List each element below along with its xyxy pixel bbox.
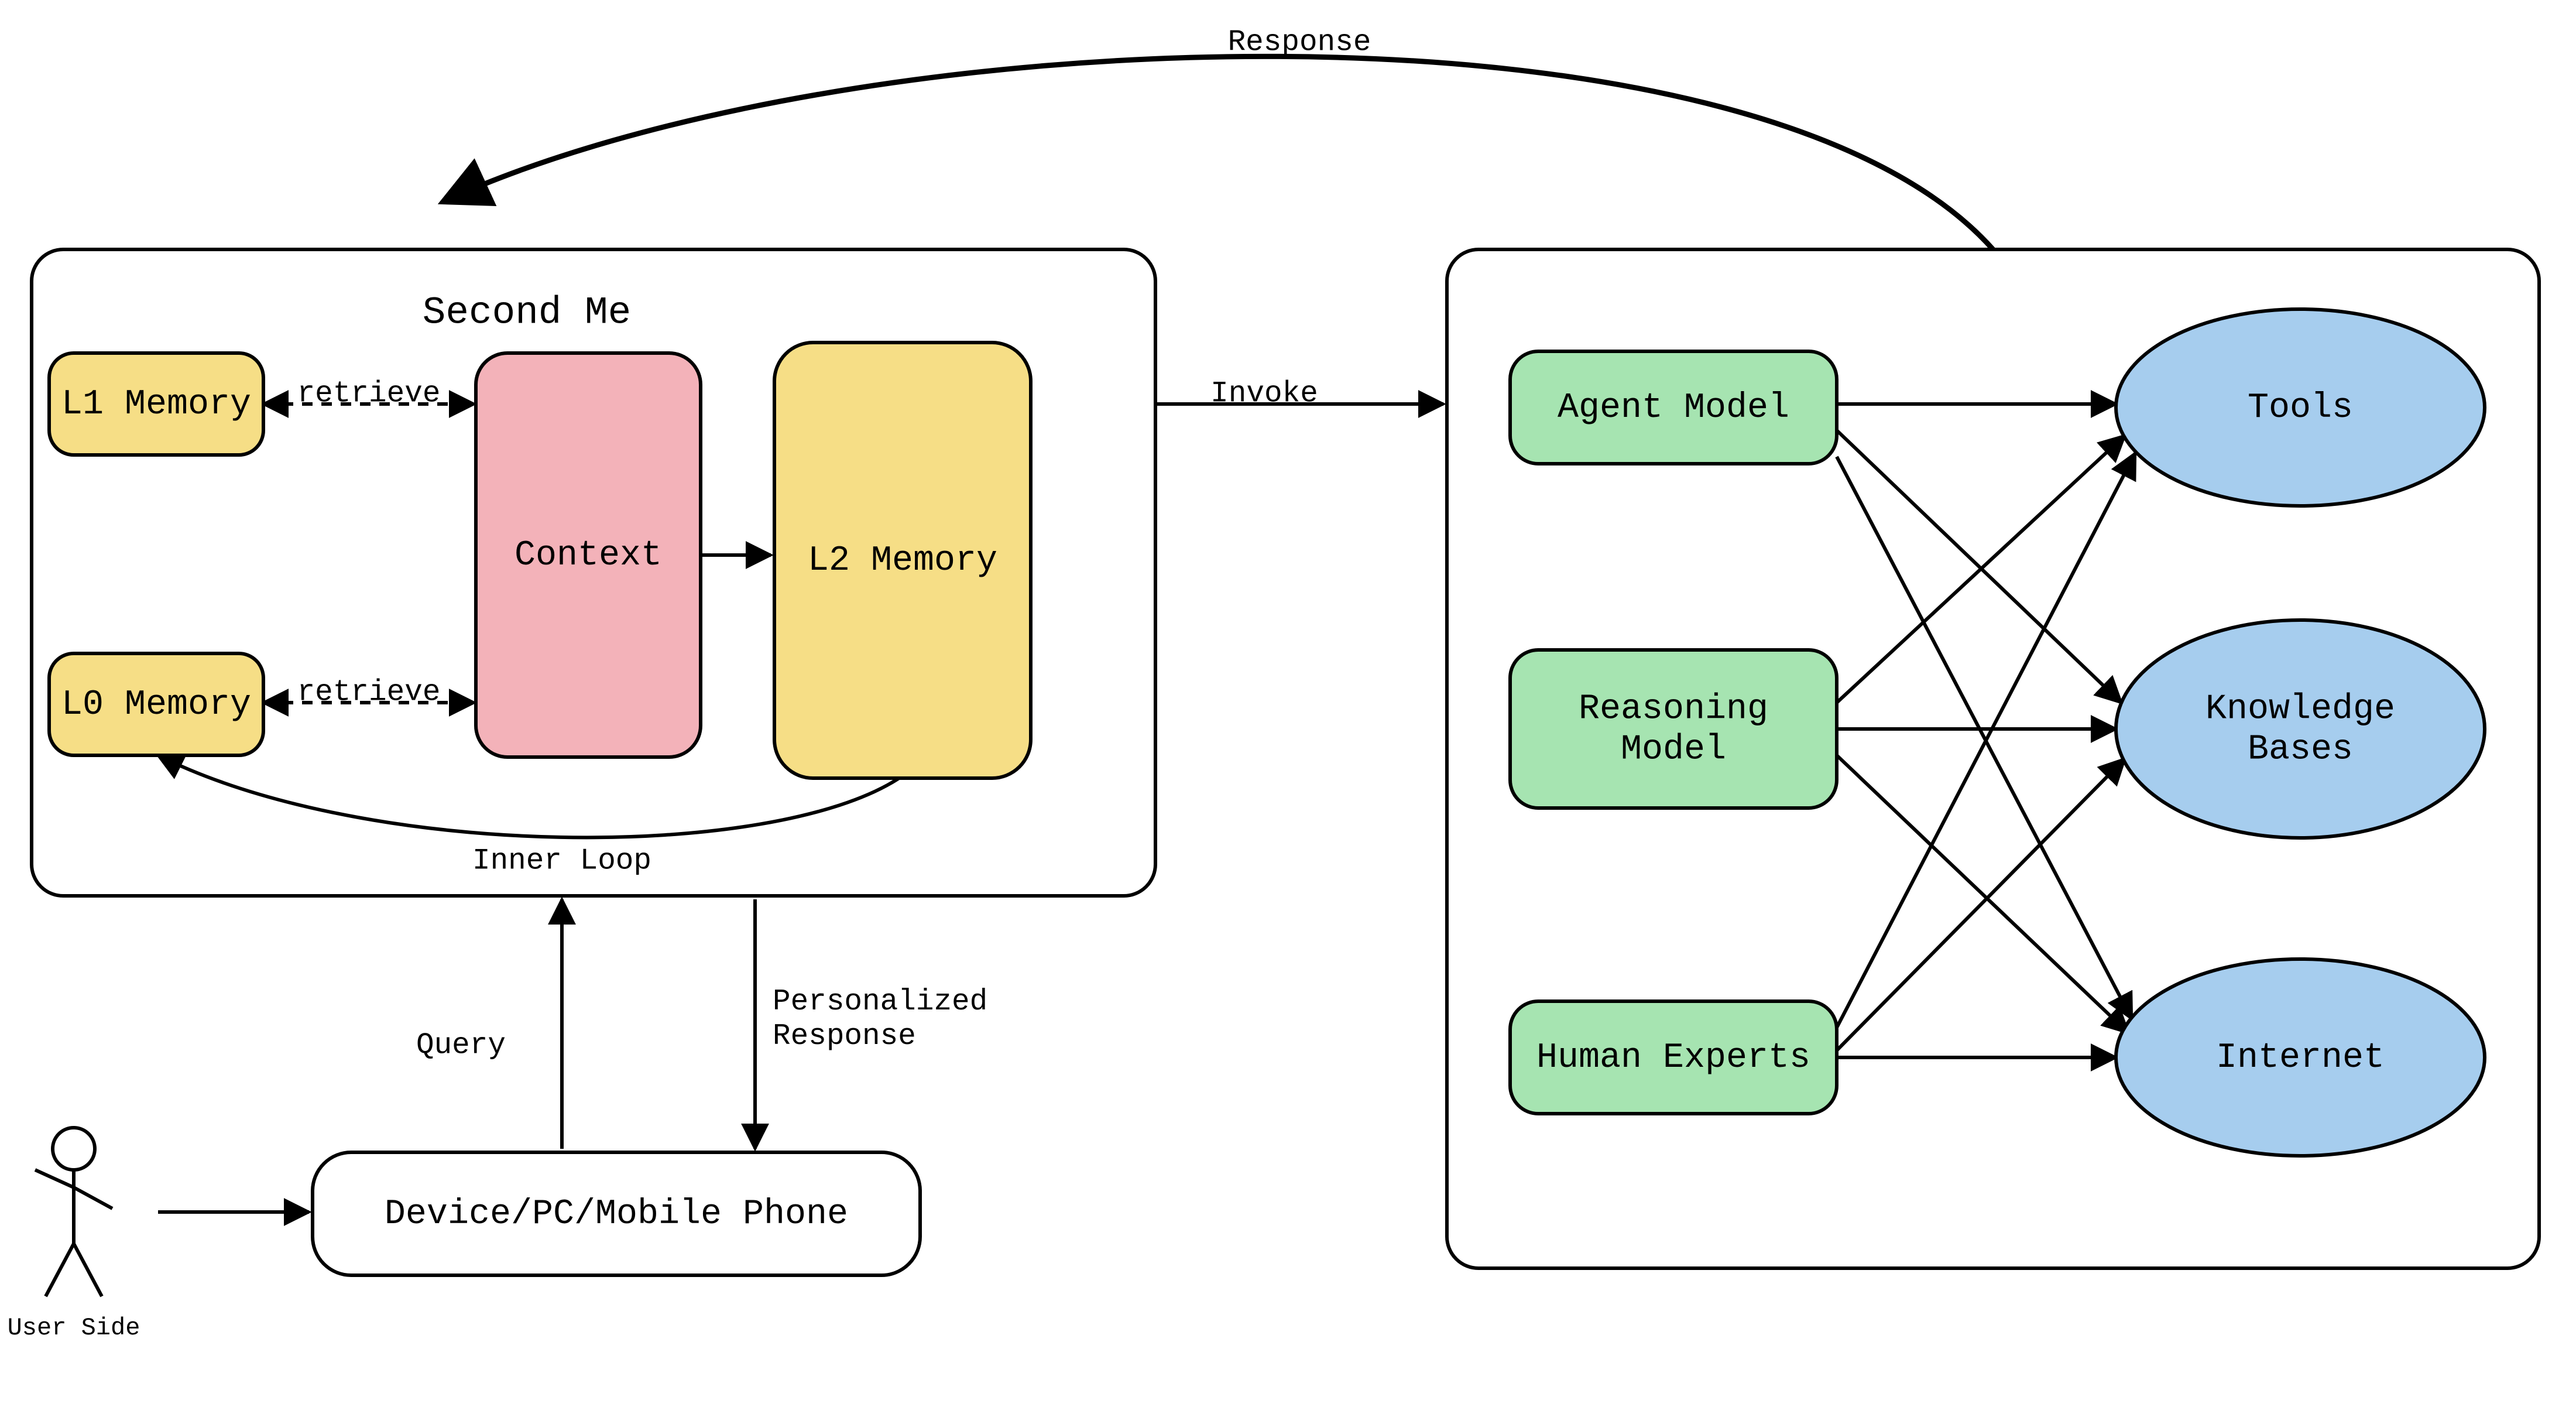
edge-e-he-kb bbox=[1837, 759, 2125, 1050]
svg-text:Model: Model bbox=[1621, 730, 1726, 769]
svg-text:Second Me: Second Me bbox=[423, 290, 631, 334]
svg-text:Bases: Bases bbox=[2248, 730, 2353, 769]
svg-text:L1 Memory: L1 Memory bbox=[61, 385, 251, 425]
svg-text:L0 Memory: L0 Memory bbox=[61, 685, 251, 725]
svg-text:Tools: Tools bbox=[2248, 388, 2353, 428]
edge-e-rm-net bbox=[1837, 755, 2128, 1033]
edge-e-response bbox=[443, 56, 1993, 249]
svg-text:Invoke: Invoke bbox=[1210, 377, 1318, 410]
svg-text:L2 Memory: L2 Memory bbox=[808, 541, 997, 581]
svg-text:Personalized: Personalized bbox=[773, 985, 987, 1019]
svg-text:Context: Context bbox=[514, 536, 662, 576]
svg-text:retrieve: retrieve bbox=[297, 377, 441, 410]
svg-text:User Side: User Side bbox=[8, 1314, 140, 1342]
svg-text:Internet: Internet bbox=[2216, 1038, 2385, 1078]
svg-text:Inner Loop: Inner Loop bbox=[472, 844, 651, 878]
edge-e-am-net bbox=[1837, 457, 2132, 1019]
architecture-diagram: Second Me retrieve retrieve Inner Loop Invo… bbox=[0, 0, 2576, 1407]
svg-text:Reasoning: Reasoning bbox=[1579, 689, 1768, 729]
svg-text:retrieve: retrieve bbox=[297, 676, 441, 709]
svg-text:Query: Query bbox=[416, 1029, 506, 1062]
svg-text:Knowledge: Knowledge bbox=[2205, 689, 2395, 729]
svg-text:Response: Response bbox=[1228, 26, 1371, 59]
svg-text:Human Experts: Human Experts bbox=[1536, 1038, 1810, 1078]
svg-text:Response: Response bbox=[773, 1020, 916, 1053]
svg-text:Device/PC/Mobile Phone: Device/PC/Mobile Phone bbox=[385, 1194, 848, 1234]
svg-text:Agent Model: Agent Model bbox=[1558, 388, 1789, 428]
user-icon bbox=[53, 1128, 95, 1170]
